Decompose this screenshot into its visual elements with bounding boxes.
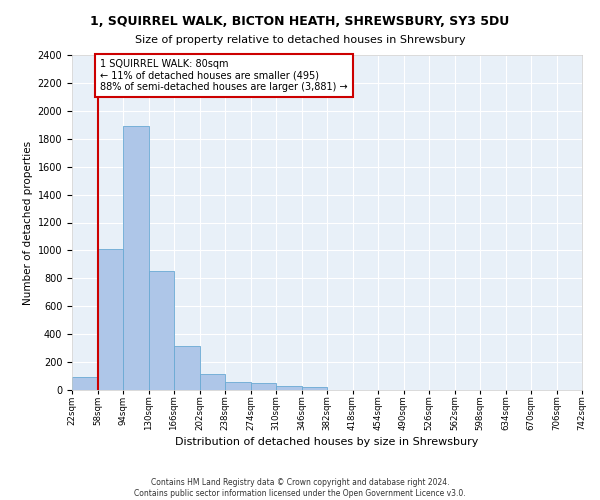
Bar — [174, 346, 199, 390]
Text: Contains HM Land Registry data © Crown copyright and database right 2024.
Contai: Contains HM Land Registry data © Crown c… — [134, 478, 466, 498]
Bar — [149, 270, 174, 390]
Bar — [276, 386, 302, 390]
Bar — [72, 378, 97, 390]
Bar — [123, 126, 149, 390]
Bar — [302, 387, 327, 390]
Bar — [97, 249, 123, 390]
Bar — [251, 383, 276, 390]
Text: 1, SQUIRREL WALK, BICTON HEATH, SHREWSBURY, SY3 5DU: 1, SQUIRREL WALK, BICTON HEATH, SHREWSBU… — [91, 15, 509, 28]
Text: 1 SQUIRREL WALK: 80sqm
← 11% of detached houses are smaller (495)
88% of semi-de: 1 SQUIRREL WALK: 80sqm ← 11% of detached… — [100, 59, 347, 92]
Bar — [225, 382, 251, 390]
X-axis label: Distribution of detached houses by size in Shrewsbury: Distribution of detached houses by size … — [175, 438, 479, 448]
Y-axis label: Number of detached properties: Number of detached properties — [23, 140, 34, 304]
Text: Size of property relative to detached houses in Shrewsbury: Size of property relative to detached ho… — [134, 35, 466, 45]
Bar — [199, 374, 225, 390]
